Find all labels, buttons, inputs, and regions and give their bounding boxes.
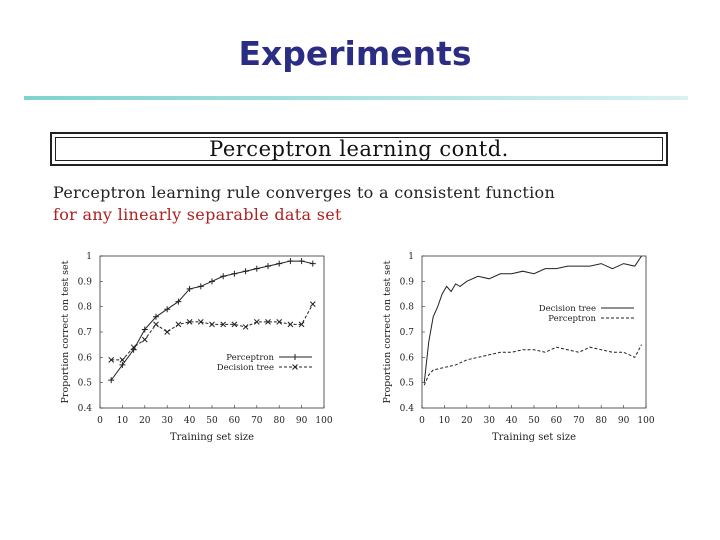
x-tick-label: 100	[637, 416, 654, 426]
x-tick-label: 90	[296, 416, 308, 426]
data-point-marker	[141, 326, 148, 333]
x-tick-label: 20	[461, 416, 473, 426]
data-point-marker	[231, 321, 238, 328]
statement-line-1: Perceptron learning rule converges to a …	[53, 183, 556, 202]
boxed-title-frame: Perceptron learning contd.	[50, 132, 668, 166]
data-point-marker	[265, 319, 271, 325]
data-point-marker	[287, 321, 294, 328]
x-tick-label: 20	[139, 416, 151, 426]
chart-right: 0 10 20 30 40 50 60 70 80 90 100 0.4 0.5 0.6 0.7 0.8 0.9…	[382, 252, 655, 443]
series-line-decision-tree	[111, 303, 314, 361]
boxed-title: Perceptron learning contd.	[209, 137, 509, 161]
data-point-marker	[220, 273, 227, 280]
x-tick-label: 10	[439, 416, 451, 426]
y-tick-label: 0.8	[400, 303, 415, 313]
y-tick-label: 0.6	[400, 353, 415, 363]
embedded-slide-image: Perceptron learning contd. Perceptron le…	[50, 132, 670, 462]
data-point-marker	[108, 377, 115, 384]
data-point-marker	[153, 313, 159, 320]
x-tick-label: 50	[528, 416, 540, 426]
data-point-marker	[253, 319, 260, 325]
y-tick-label: 0.7	[400, 328, 415, 338]
statement: Perceptron learning rule converges to a …	[53, 182, 555, 226]
series-line-perceptron	[423, 344, 642, 386]
x-axis-label: Training set size	[492, 432, 576, 443]
data-point-marker	[298, 258, 305, 265]
x-tick-label: 70	[251, 416, 263, 426]
data-point-marker	[276, 319, 283, 325]
legend-label: Decision tree	[217, 363, 274, 373]
x-tick-label: 30	[161, 416, 173, 426]
data-point-marker	[197, 319, 204, 325]
x-tick-label: 60	[229, 416, 241, 426]
y-tick-label: 0.5	[400, 379, 415, 389]
data-point-marker	[276, 260, 283, 267]
data-point-marker	[209, 321, 215, 328]
x-tick-label: 40	[506, 416, 518, 426]
legend-marker	[292, 354, 298, 360]
y-tick-label: 0.8	[78, 303, 93, 313]
y-axis-label: Proportion correct on test set	[382, 260, 393, 403]
plot-frame	[421, 255, 647, 409]
data-point-marker	[164, 329, 171, 335]
data-point-marker	[164, 306, 171, 313]
chart-left: 0 10 20 30 40 50 60 70 80 90 100 0.4 0.5 0.6 0.7 0.8 0.9…	[60, 252, 333, 443]
slide-title: Experiments	[238, 34, 472, 73]
data-point-marker	[197, 283, 204, 290]
data-point-marker	[108, 357, 115, 363]
y-tick-label: 1	[408, 252, 414, 262]
x-tick-label: 90	[618, 416, 630, 426]
legend-marker	[292, 364, 298, 370]
x-tick-label: 60	[551, 416, 563, 426]
y-tick-label: 0.9	[400, 277, 415, 287]
boxed-title-inner: Perceptron learning contd.	[55, 137, 663, 161]
data-point-marker	[119, 361, 126, 368]
data-point-marker	[153, 321, 159, 328]
y-tick-label: 0.4	[400, 404, 415, 414]
series-line-decision-tree	[423, 255, 642, 383]
data-point-marker	[130, 344, 137, 351]
y-tick-label: 0.5	[78, 379, 93, 389]
legend-label: Perceptron	[226, 353, 274, 363]
x-tick-label: 30	[483, 416, 495, 426]
data-point-marker	[265, 263, 271, 270]
data-point-marker	[298, 321, 305, 328]
data-point-marker	[186, 285, 193, 292]
statement-line-2: for any linearly separable data set	[53, 205, 342, 224]
data-point-marker	[209, 278, 215, 285]
legend-label: Perceptron	[548, 314, 596, 324]
data-point-marker	[309, 301, 316, 307]
x-tick-label: 0	[97, 416, 103, 426]
x-tick-label: 10	[117, 416, 129, 426]
x-tick-label: 80	[595, 416, 607, 426]
y-tick-label: 0.6	[78, 353, 93, 363]
x-tick-label: 80	[273, 416, 285, 426]
title-underline	[24, 96, 688, 100]
x-axis-label: Training set size	[170, 432, 254, 443]
y-tick-label: 1	[86, 252, 92, 262]
data-point-marker	[175, 298, 182, 305]
x-tick-label: 0	[419, 416, 425, 426]
y-tick-label: 0.4	[78, 404, 93, 414]
data-point-marker	[119, 357, 126, 363]
data-point-marker	[231, 270, 238, 277]
x-tick-label: 40	[184, 416, 196, 426]
legend-label: Decision tree	[539, 304, 596, 314]
data-point-marker	[141, 336, 148, 343]
data-point-marker	[186, 319, 193, 325]
x-tick-label: 70	[573, 416, 585, 426]
data-point-marker	[253, 265, 260, 272]
data-point-marker	[242, 324, 249, 330]
y-tick-label: 0.7	[78, 328, 93, 338]
x-tick-label: 100	[315, 416, 332, 426]
x-tick-label: 50	[206, 416, 218, 426]
data-point-marker	[242, 268, 249, 275]
y-axis-label: Proportion correct on test set	[60, 260, 71, 403]
data-point-marker	[220, 321, 227, 328]
data-point-marker	[287, 258, 294, 265]
data-point-marker	[309, 260, 316, 267]
y-tick-label: 0.9	[78, 277, 93, 287]
data-point-marker	[175, 321, 182, 328]
